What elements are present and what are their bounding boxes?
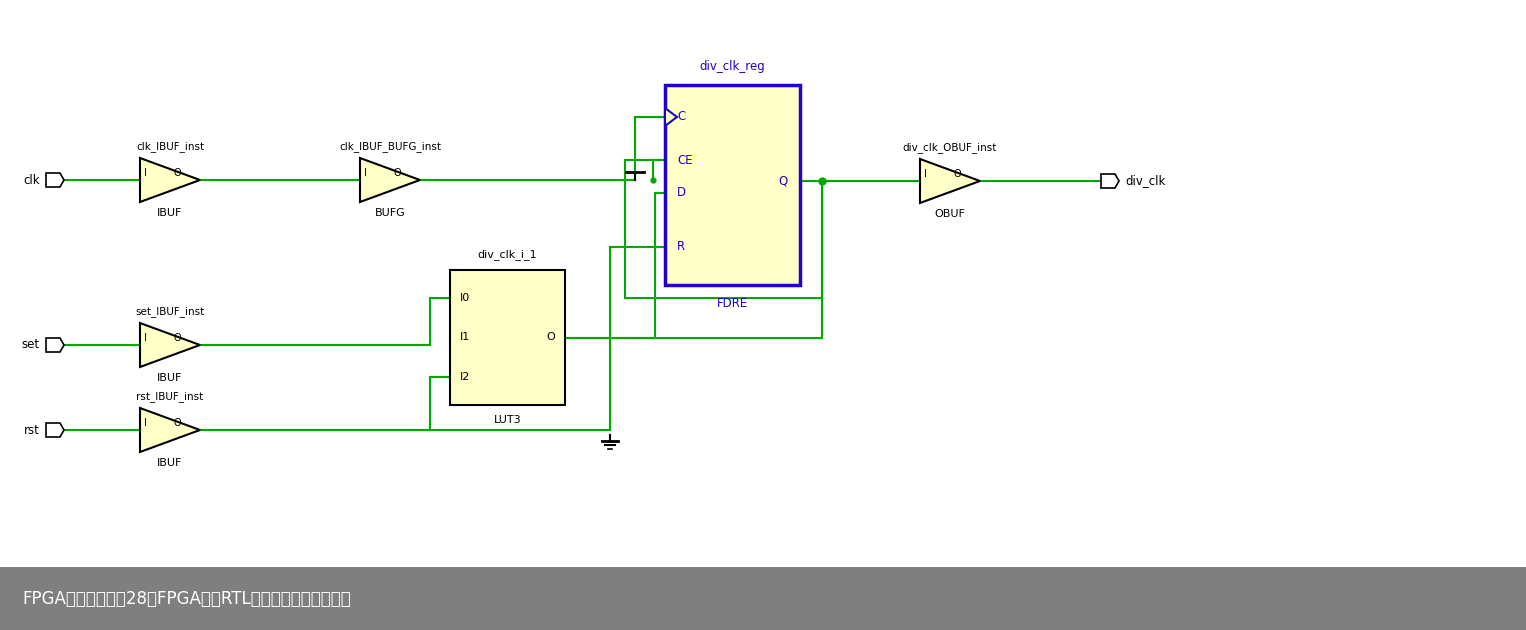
Polygon shape bbox=[360, 158, 420, 202]
Text: O: O bbox=[546, 333, 555, 343]
Polygon shape bbox=[140, 158, 200, 202]
Text: clk: clk bbox=[23, 173, 40, 186]
Text: O: O bbox=[174, 333, 182, 343]
Text: IBUF: IBUF bbox=[157, 208, 183, 218]
Polygon shape bbox=[46, 338, 64, 352]
Text: R: R bbox=[678, 241, 685, 253]
Text: set_IBUF_inst: set_IBUF_inst bbox=[136, 306, 204, 317]
Text: O: O bbox=[174, 418, 182, 428]
Text: I: I bbox=[925, 169, 926, 179]
Text: I0: I0 bbox=[459, 293, 470, 303]
Text: I: I bbox=[143, 168, 146, 178]
Text: FDRE: FDRE bbox=[717, 297, 748, 310]
Text: Q: Q bbox=[778, 175, 787, 188]
Polygon shape bbox=[1100, 174, 1119, 188]
Text: O: O bbox=[174, 168, 182, 178]
Text: OBUF: OBUF bbox=[934, 209, 966, 219]
Text: I: I bbox=[143, 333, 146, 343]
Text: clk_IBUF_BUFG_inst: clk_IBUF_BUFG_inst bbox=[339, 141, 441, 152]
Text: rst: rst bbox=[24, 423, 40, 437]
Text: div_clk_OBUF_inst: div_clk_OBUF_inst bbox=[903, 142, 996, 153]
Bar bbox=[0, 567, 1526, 630]
Text: O: O bbox=[394, 168, 401, 178]
Text: I: I bbox=[365, 168, 366, 178]
Text: I: I bbox=[143, 418, 146, 428]
Text: O: O bbox=[954, 169, 961, 179]
Text: rst_IBUF_inst: rst_IBUF_inst bbox=[136, 391, 203, 402]
Bar bbox=[665, 85, 800, 285]
Polygon shape bbox=[665, 108, 678, 126]
Text: BUFG: BUFG bbox=[374, 208, 406, 218]
Text: I1: I1 bbox=[459, 333, 470, 343]
Text: IBUF: IBUF bbox=[157, 458, 183, 468]
Polygon shape bbox=[920, 159, 980, 203]
Polygon shape bbox=[46, 423, 64, 437]
Text: D: D bbox=[678, 186, 687, 200]
Text: LUT3: LUT3 bbox=[494, 415, 522, 425]
Text: FPGA的设计艺术（28）FPGA中的RTL原理图触发器类型探究: FPGA的设计艺术（28）FPGA中的RTL原理图触发器类型探究 bbox=[21, 590, 351, 608]
Polygon shape bbox=[140, 323, 200, 367]
Text: div_clk_i_1: div_clk_i_1 bbox=[478, 249, 537, 260]
Text: C: C bbox=[678, 110, 685, 123]
Polygon shape bbox=[46, 173, 64, 187]
Text: IBUF: IBUF bbox=[157, 373, 183, 383]
Bar bbox=[450, 270, 565, 405]
Text: set: set bbox=[21, 338, 40, 352]
Text: CE: CE bbox=[678, 154, 693, 166]
Text: div_clk: div_clk bbox=[1125, 175, 1166, 188]
Text: div_clk_reg: div_clk_reg bbox=[699, 60, 766, 73]
Polygon shape bbox=[140, 408, 200, 452]
Text: I2: I2 bbox=[459, 372, 470, 382]
Text: clk_IBUF_inst: clk_IBUF_inst bbox=[136, 141, 204, 152]
